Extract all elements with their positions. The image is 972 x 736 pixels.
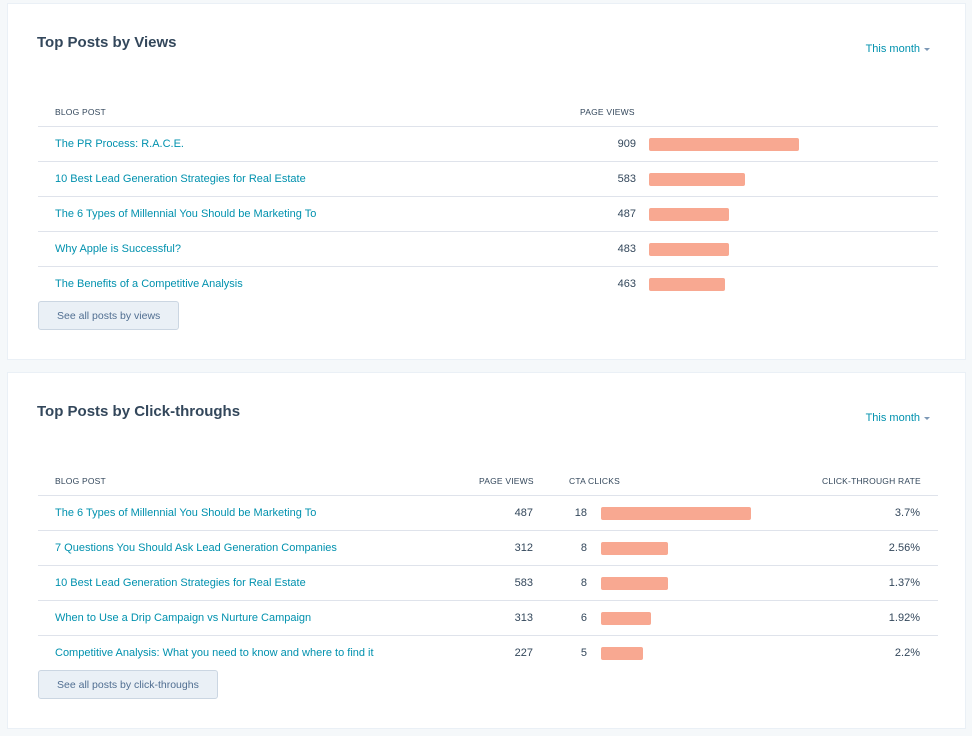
views-table: BLOG POST PAGE VIEWS The PR Process: R.A… [38,94,938,302]
table-header: BLOG POST PAGE VIEWS CTA CLICKS CLICK-TH… [38,463,938,496]
page-views-value: 909 [617,138,636,150]
caret-down-icon [924,417,930,420]
card-title: Top Posts by Click-throughs [37,403,241,420]
blog-post-link[interactable]: 10 Best Lead Generation Strategies for R… [55,577,306,589]
table-row: 10 Best Lead Generation Strategies for R… [38,162,938,197]
blog-post-link[interactable]: 7 Questions You Should Ask Lead Generati… [55,542,337,554]
page-views-value: 583 [617,173,636,185]
cta-clicks-bar [601,507,751,520]
click-through-rate-value: 2.56% [888,542,920,554]
page-views-value: 227 [514,647,533,659]
date-range-label: This month [865,43,920,55]
cta-clicks-bar [601,647,643,660]
click-through-rate-value: 1.37% [888,577,920,589]
blog-post-link[interactable]: The 6 Types of Millennial You Should be … [55,208,317,220]
date-range-label: This month [865,412,920,424]
table-row: 10 Best Lead Generation Strategies for R… [38,566,938,601]
blog-post-link[interactable]: Competitive Analysis: What you need to k… [55,647,374,659]
page-views-bar [649,278,725,291]
card-title: Top Posts by Views [37,34,177,51]
click-through-rate-value: 3.7% [894,507,920,519]
table-body: The PR Process: R.A.C.E. 909 10 Best Lead … [38,127,938,302]
table-row: Why Apple is Successful? 483 [38,232,938,267]
table-row: Competitive Analysis: What you need to k… [38,636,938,671]
top-posts-by-click-throughs-card: Top Posts by Click-throughs This month B… [7,372,966,729]
date-range-dropdown[interactable]: This month [866,412,930,424]
blog-post-link[interactable]: The Benefits of a Competitive Analysis [55,278,243,290]
blog-post-link[interactable]: 10 Best Lead Generation Strategies for R… [55,173,306,185]
caret-down-icon [924,48,930,51]
page-views-bar [649,138,799,151]
page-views-value: 583 [514,577,533,589]
page-views-value: 487 [617,208,636,220]
top-posts-by-views-card: Top Posts by Views This month BLOG POST … [7,3,966,360]
cta-clicks-value: 6 [580,612,587,624]
column-header-page-views: PAGE VIEWS [580,107,635,117]
page-views-value: 487 [514,507,533,519]
date-range-dropdown[interactable]: This month [866,43,930,55]
click-throughs-table: BLOG POST PAGE VIEWS CTA CLICKS CLICK-TH… [38,463,938,671]
column-header-blog-post: BLOG POST [55,476,106,486]
cta-clicks-value: 8 [580,542,587,554]
page-views-bar [649,243,729,256]
page-views-bar [649,173,745,186]
table-row: When to Use a Drip Campaign vs Nurture C… [38,601,938,636]
click-through-rate-value: 2.2% [894,647,920,659]
page-views-value: 463 [617,278,636,290]
cta-clicks-value: 5 [580,647,587,659]
table-row: The 6 Types of Millennial You Should be … [38,496,938,531]
column-header-click-through-rate: CLICK-THROUGH RATE [822,476,921,486]
cta-clicks-bar [601,612,651,625]
page-views-value: 312 [514,542,533,554]
blog-post-link[interactable]: Why Apple is Successful? [55,243,181,255]
blog-post-link[interactable]: When to Use a Drip Campaign vs Nurture C… [55,612,312,624]
table-row: The 6 Types of Millennial You Should be … [38,197,938,232]
table-row: The Benefits of a Competitive Analysis 46… [38,267,938,302]
page-views-bar [649,208,729,221]
table-row: The PR Process: R.A.C.E. 909 [38,127,938,162]
blog-post-link[interactable]: The 6 Types of Millennial You Should be … [55,507,317,519]
cta-clicks-bar [601,542,668,555]
cta-clicks-bar [601,577,668,590]
table-header: BLOG POST PAGE VIEWS [38,94,938,127]
page-views-value: 483 [617,243,636,255]
column-header-cta-clicks: CTA CLICKS [569,476,620,486]
cta-clicks-value: 8 [580,577,587,589]
click-through-rate-value: 1.92% [888,612,920,624]
see-all-posts-by-views-button[interactable]: See all posts by views [38,301,180,330]
table-body: The 6 Types of Millennial You Should be … [38,496,938,671]
blog-post-link[interactable]: The PR Process: R.A.C.E. [55,138,184,150]
column-header-page-views: PAGE VIEWS [479,476,534,486]
table-row: 7 Questions You Should Ask Lead Generati… [38,531,938,566]
column-header-blog-post: BLOG POST [55,107,106,117]
cta-clicks-value: 18 [574,507,587,519]
see-all-posts-by-click-throughs-button[interactable]: See all posts by click-throughs [38,670,218,699]
page-views-value: 313 [514,612,533,624]
